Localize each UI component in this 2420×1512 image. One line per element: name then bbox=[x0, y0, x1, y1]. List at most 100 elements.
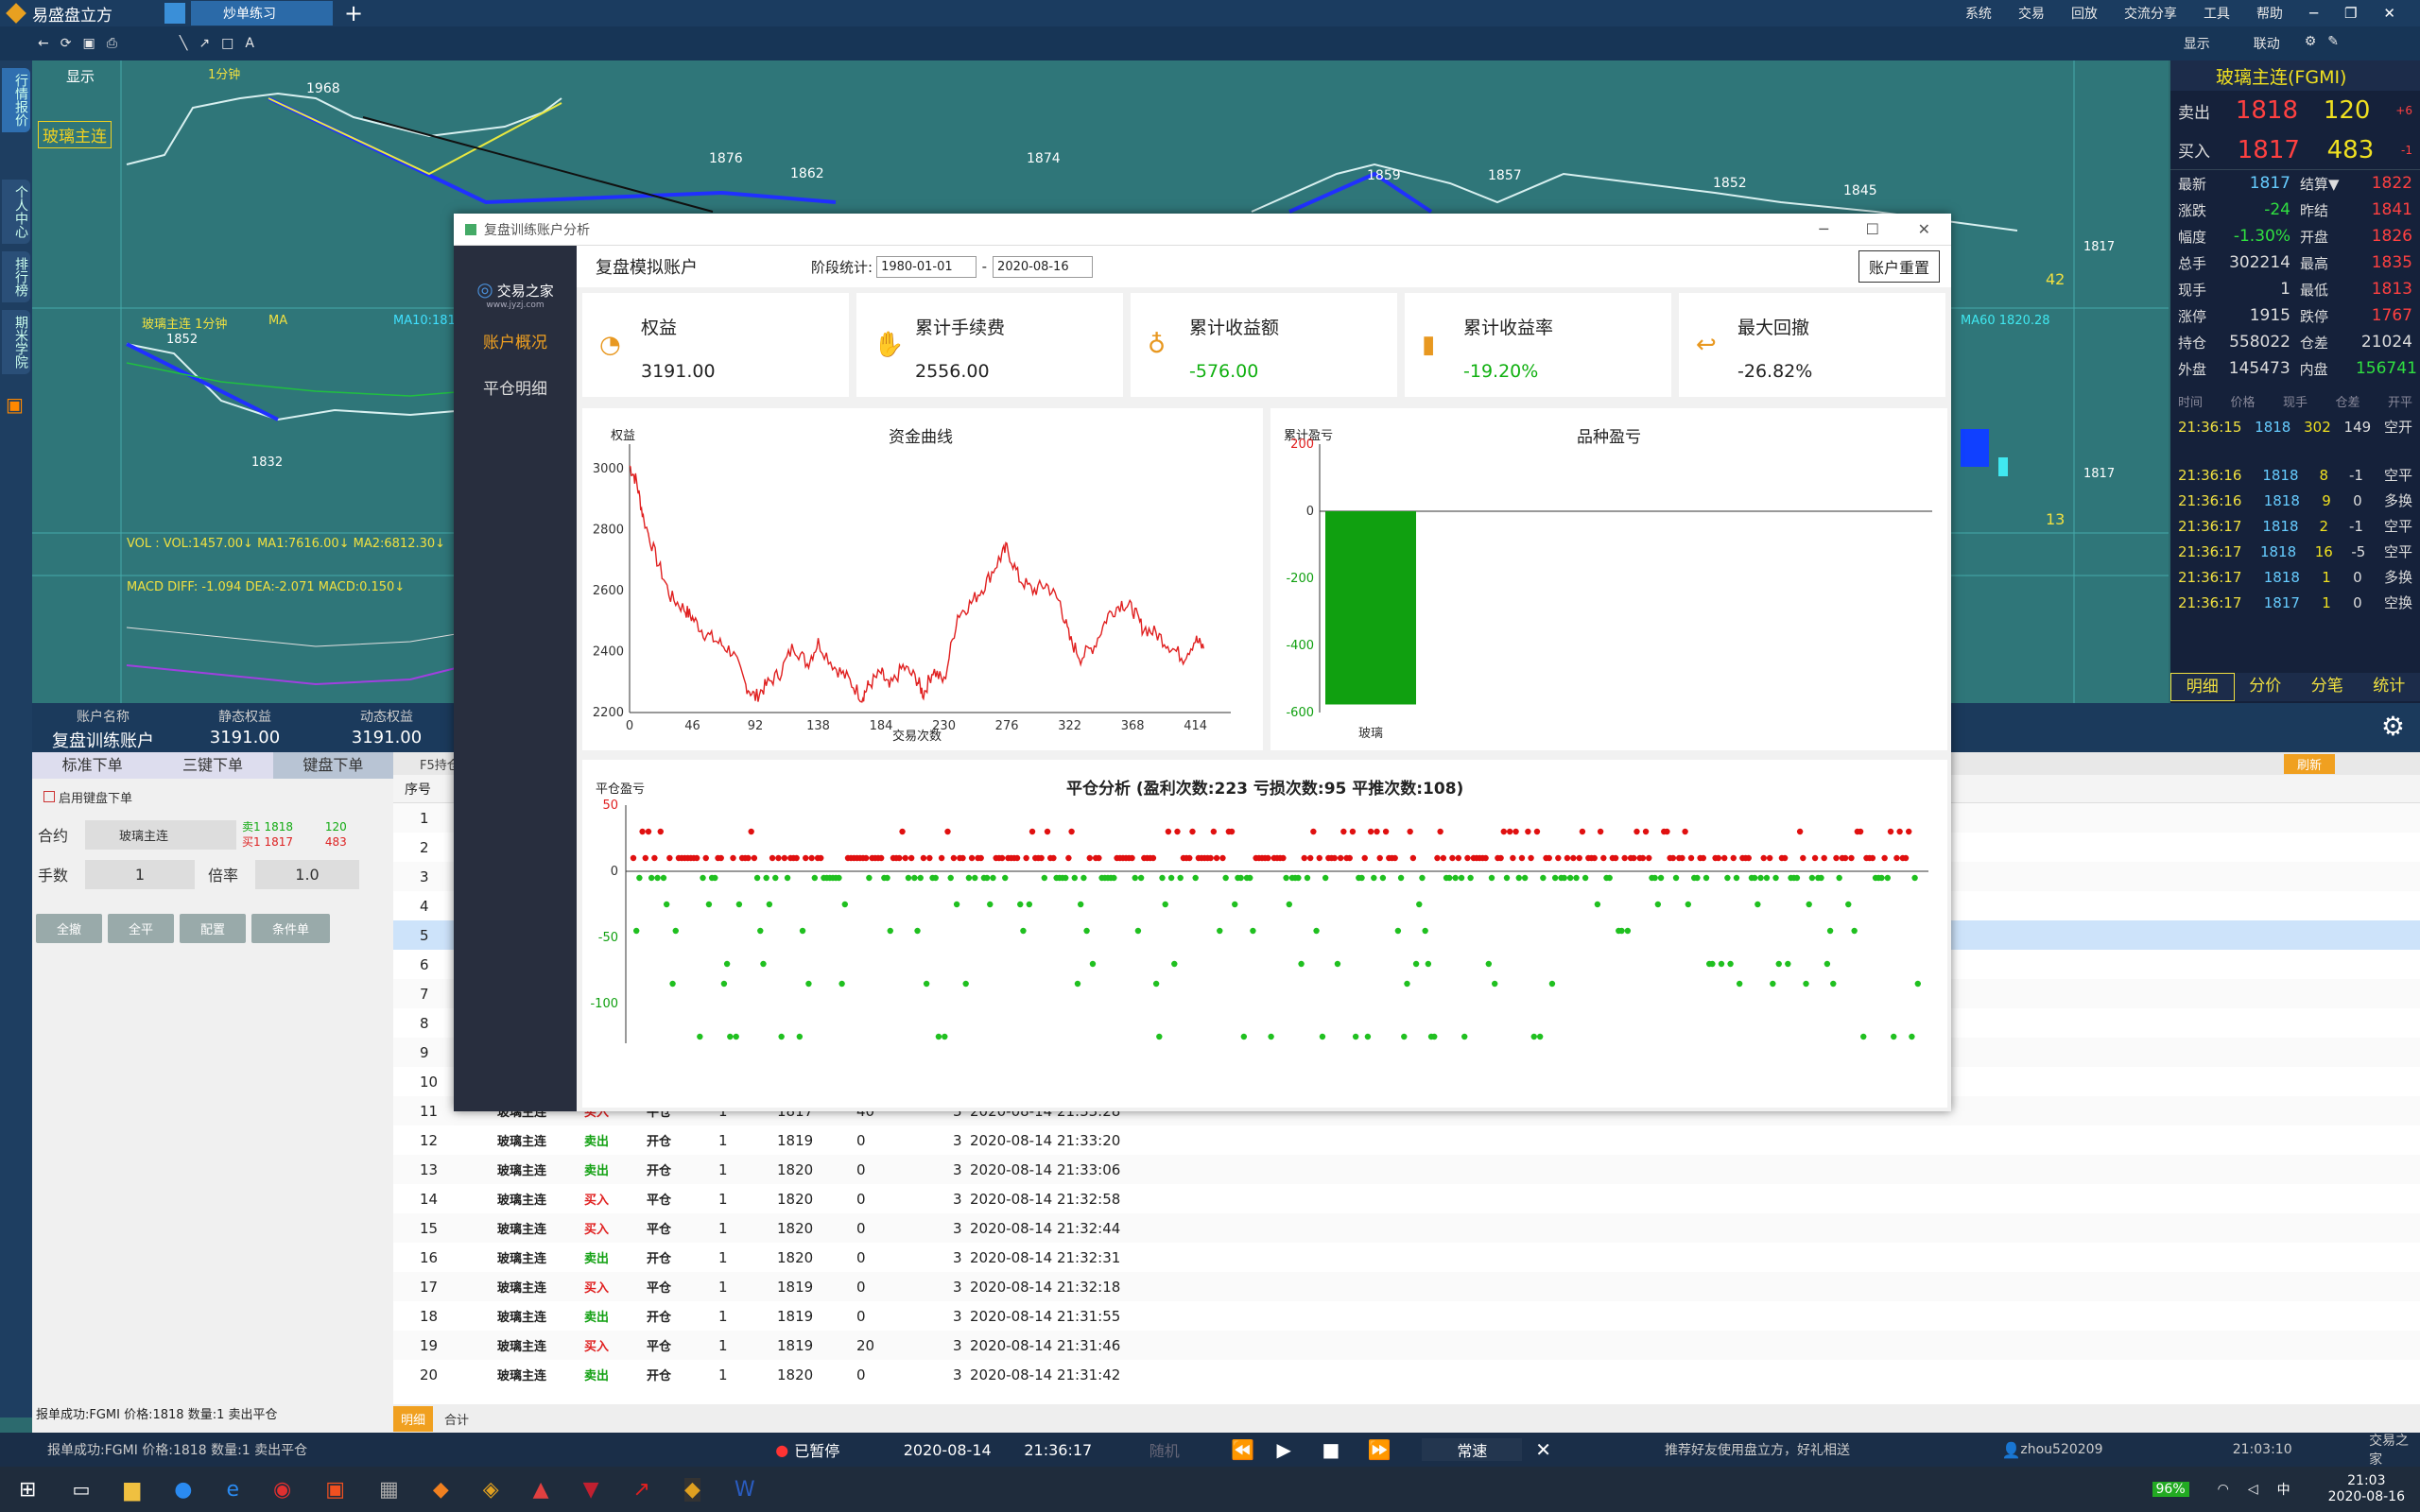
app-icon[interactable]: ◆ bbox=[683, 1477, 700, 1502]
app-icon[interactable]: ▣ bbox=[325, 1477, 346, 1502]
add-tab-button[interactable]: + bbox=[344, 0, 364, 26]
line-tool-icon[interactable]: ╲ bbox=[179, 36, 188, 51]
browser-icon[interactable]: ● bbox=[174, 1477, 193, 1502]
menu-tools[interactable]: 工具 bbox=[2203, 7, 2230, 22]
menu-help[interactable]: 帮助 bbox=[2256, 7, 2283, 22]
maximize-icon[interactable]: ❐ bbox=[2343, 5, 2358, 22]
menu-system[interactable]: 系统 bbox=[1964, 7, 1992, 22]
forward-icon[interactable]: ⏩ bbox=[1367, 1438, 1392, 1461]
buy-price[interactable]: 1817 bbox=[2237, 135, 2300, 164]
task-view-icon[interactable]: ▭ bbox=[72, 1478, 91, 1501]
nav-quotes[interactable]: 行情报价 bbox=[2, 68, 30, 132]
table-row[interactable]: 2 bbox=[393, 833, 2420, 862]
table-row[interactable]: 19 玻璃主连 买入 平仓 1 1819 20 3 2020-08-14 21:31:46 bbox=[393, 1331, 2420, 1360]
tab-detail[interactable]: 明细 bbox=[2170, 673, 2235, 701]
menu-share[interactable]: 交流分享 bbox=[2123, 7, 2177, 22]
minimize-icon[interactable]: ─ bbox=[2308, 5, 2318, 22]
close-icon[interactable]: ✕ bbox=[2383, 5, 2395, 22]
table-row[interactable]: 12 玻璃主连 卖出 开仓 1 1819 0 3 2020-08-14 21:33:20 bbox=[393, 1125, 2420, 1155]
table-row[interactable]: 20 玻璃主连 卖出 开仓 1 1820 0 3 2020-08-14 21:31:42 bbox=[393, 1360, 2420, 1389]
promo-tip[interactable]: 推荐好友使用盘立方，好礼相送 bbox=[1665, 1443, 1851, 1458]
cancel-all-button[interactable]: 全撤 bbox=[36, 914, 103, 943]
table-row[interactable]: 15 玻璃主连 买入 平仓 1 1820 0 3 2020-08-14 21:32:44 bbox=[393, 1213, 2420, 1243]
tab-price-dist[interactable]: 分价 bbox=[2249, 677, 2282, 696]
arrow-tool-icon[interactable]: ↗ bbox=[199, 36, 211, 51]
close-replay-icon[interactable]: ✕ bbox=[1535, 1438, 1552, 1461]
nav-ranking[interactable]: 排行榜 bbox=[2, 251, 30, 302]
nav-personal[interactable]: 个人中心 bbox=[2, 180, 30, 244]
table-row[interactable]: 4 bbox=[393, 891, 2420, 920]
link-menu[interactable]: 联动 bbox=[2253, 37, 2280, 52]
print-icon[interactable]: ⎙ bbox=[106, 36, 117, 51]
nav-close-detail[interactable]: 平仓明细 bbox=[483, 380, 547, 399]
windows-start-icon[interactable]: ⊞ bbox=[19, 1477, 37, 1502]
tab-practice[interactable]: 炒单练习 bbox=[191, 1, 333, 26]
back-icon[interactable]: ← bbox=[38, 36, 49, 51]
display-dropdown[interactable]: 显示 bbox=[66, 68, 95, 85]
table-row[interactable]: 8 bbox=[393, 1008, 2420, 1038]
config-button[interactable]: 配置 bbox=[180, 914, 247, 943]
dialog-minimize-icon[interactable]: ─ bbox=[1819, 220, 1828, 238]
grid-icon[interactable] bbox=[164, 3, 185, 24]
settings-icon[interactable]: ⚙ bbox=[2304, 34, 2317, 49]
tab-tick[interactable]: 分笔 bbox=[2310, 677, 2343, 696]
pen-icon[interactable]: ✎ bbox=[2327, 34, 2339, 49]
enable-checkbox[interactable] bbox=[43, 791, 55, 802]
save-icon[interactable]: ▣ bbox=[82, 36, 95, 51]
app-icon[interactable]: ↗ bbox=[632, 1477, 650, 1502]
play-icon[interactable]: ▶ bbox=[1276, 1438, 1291, 1461]
contract-field[interactable]: 玻璃主连 bbox=[85, 819, 236, 850]
app-icon[interactable]: ◆ bbox=[432, 1477, 449, 1502]
refresh-icon[interactable]: ⟳ bbox=[60, 36, 72, 51]
edge-icon[interactable]: e bbox=[226, 1477, 240, 1502]
date-from-select[interactable]: 1980-01-01 bbox=[876, 255, 977, 278]
app-icon[interactable]: ◉ bbox=[273, 1477, 292, 1502]
dialog-maximize-icon[interactable]: ☐ bbox=[1865, 220, 1879, 238]
replay-time[interactable]: 21:36:17 bbox=[1024, 1440, 1093, 1459]
battery-level[interactable]: 96% bbox=[2152, 1482, 2189, 1497]
nav-academy[interactable]: 期米学院 bbox=[2, 310, 30, 374]
stop-icon[interactable]: ■ bbox=[1322, 1438, 1340, 1461]
tab-three-key-order[interactable]: 三键下单 bbox=[182, 756, 243, 774]
menu-trade[interactable]: 交易 bbox=[2017, 7, 2045, 22]
speed-label[interactable]: 常速 bbox=[1422, 1438, 1523, 1461]
table-row[interactable]: 18 玻璃主连 卖出 开仓 1 1819 0 3 2020-08-14 21:31:55 bbox=[393, 1301, 2420, 1331]
f5-tab[interactable]: F5持仓 bbox=[420, 758, 459, 773]
calculator-icon[interactable]: ▦ bbox=[379, 1477, 399, 1502]
account-reset-button[interactable]: 账户重置 bbox=[1858, 250, 1940, 283]
conditional-order-button[interactable]: 条件单 bbox=[251, 914, 331, 943]
rewind-icon[interactable]: ⏪ bbox=[1231, 1438, 1255, 1461]
sell-price[interactable]: 1818 bbox=[2235, 96, 2298, 125]
folder-icon[interactable]: ▆ bbox=[124, 1477, 141, 1502]
display-menu[interactable]: 显示 bbox=[2183, 37, 2210, 52]
mult-stepper[interactable]: 1.0 bbox=[255, 859, 359, 889]
volume-icon[interactable]: ◁ bbox=[2247, 1482, 2258, 1497]
tab-standard-order[interactable]: 标准下单 bbox=[61, 756, 123, 774]
menu-replay[interactable]: 回放 bbox=[2070, 7, 2098, 22]
tab-table-total[interactable]: 合计 bbox=[444, 1413, 470, 1428]
refresh-button[interactable]: 刷新 bbox=[2283, 753, 2335, 774]
dialog-close-icon[interactable]: ✕ bbox=[1917, 220, 1930, 238]
gear-icon[interactable]: ⚙ bbox=[2380, 711, 2405, 742]
wifi-icon[interactable]: ◠ bbox=[2217, 1482, 2229, 1497]
table-row[interactable]: 10 bbox=[393, 1067, 2420, 1096]
close-all-button[interactable]: 全平 bbox=[108, 914, 175, 943]
ime-indicator[interactable]: 中 bbox=[2276, 1483, 2290, 1498]
nav-overview[interactable]: 账户概况 bbox=[483, 334, 547, 352]
qty-stepper[interactable]: 1 bbox=[85, 859, 195, 889]
table-row[interactable]: 6 bbox=[393, 950, 2420, 979]
date-to-select[interactable]: 2020-08-16 bbox=[993, 255, 1093, 278]
table-row[interactable]: 14 玻璃主连 买入 平仓 1 1820 0 3 2020-08-14 21:32:58 bbox=[393, 1184, 2420, 1213]
text-tool-icon[interactable]: A bbox=[245, 36, 254, 51]
replay-date[interactable]: 2020-08-14 bbox=[903, 1440, 992, 1459]
app-icon[interactable]: ◈ bbox=[482, 1477, 499, 1502]
app-icon[interactable]: ▼ bbox=[582, 1477, 599, 1502]
table-row[interactable]: 13 玻璃主连 卖出 开仓 1 1820 0 3 2020-08-14 21:33:06 bbox=[393, 1155, 2420, 1184]
word-icon[interactable]: W bbox=[734, 1477, 755, 1502]
table-row[interactable]: 17 玻璃主连 买入 平仓 1 1819 0 3 2020-08-14 21:32:18 bbox=[393, 1272, 2420, 1301]
tab-keyboard-order[interactable]: 键盘下单 bbox=[272, 752, 393, 779]
random-mode[interactable]: 随机 bbox=[1149, 1442, 1180, 1460]
tab-stats[interactable]: 统计 bbox=[2373, 677, 2406, 696]
tab-table-detail[interactable]: 明细 bbox=[393, 1405, 434, 1432]
app-icon[interactable]: ▲ bbox=[532, 1477, 549, 1502]
